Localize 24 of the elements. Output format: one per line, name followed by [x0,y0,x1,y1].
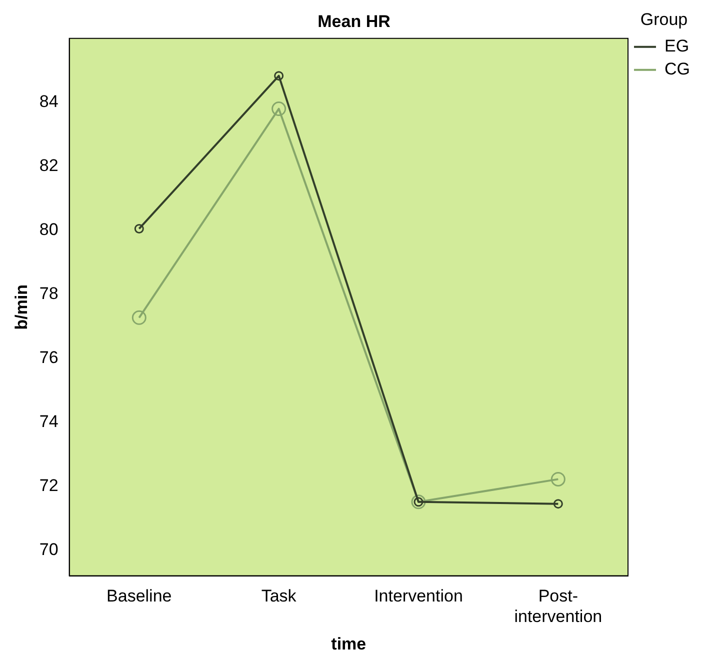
point [134,224,144,234]
legend-label: CG [664,60,690,79]
point [553,499,563,509]
legend-label: EG [664,36,690,56]
chart-title: Mean HR [318,12,390,31]
y-tick-label: 78 [39,284,58,303]
legend-title: Group [640,10,688,30]
y-tick-label: 80 [39,220,58,240]
point [132,310,146,325]
x-tick-label: Task [261,586,297,606]
y-tick-label: 82 [39,156,58,176]
y-tick-label: 74 [39,412,58,431]
point [274,71,284,81]
x-tick-label: Baseline [106,586,172,606]
x-axis-title: time [331,634,366,654]
x-tick-label: Intervention [374,586,463,606]
y-tick-label: 76 [39,348,58,367]
y-tick-label: 84 [39,92,58,112]
x-tick-label: Post-intervention [514,586,602,626]
y-tick-label: 72 [39,476,58,495]
point [272,102,286,116]
y-tick-label: 70 [39,540,58,559]
y-axis-title: b/min [12,284,31,330]
point [550,472,566,486]
